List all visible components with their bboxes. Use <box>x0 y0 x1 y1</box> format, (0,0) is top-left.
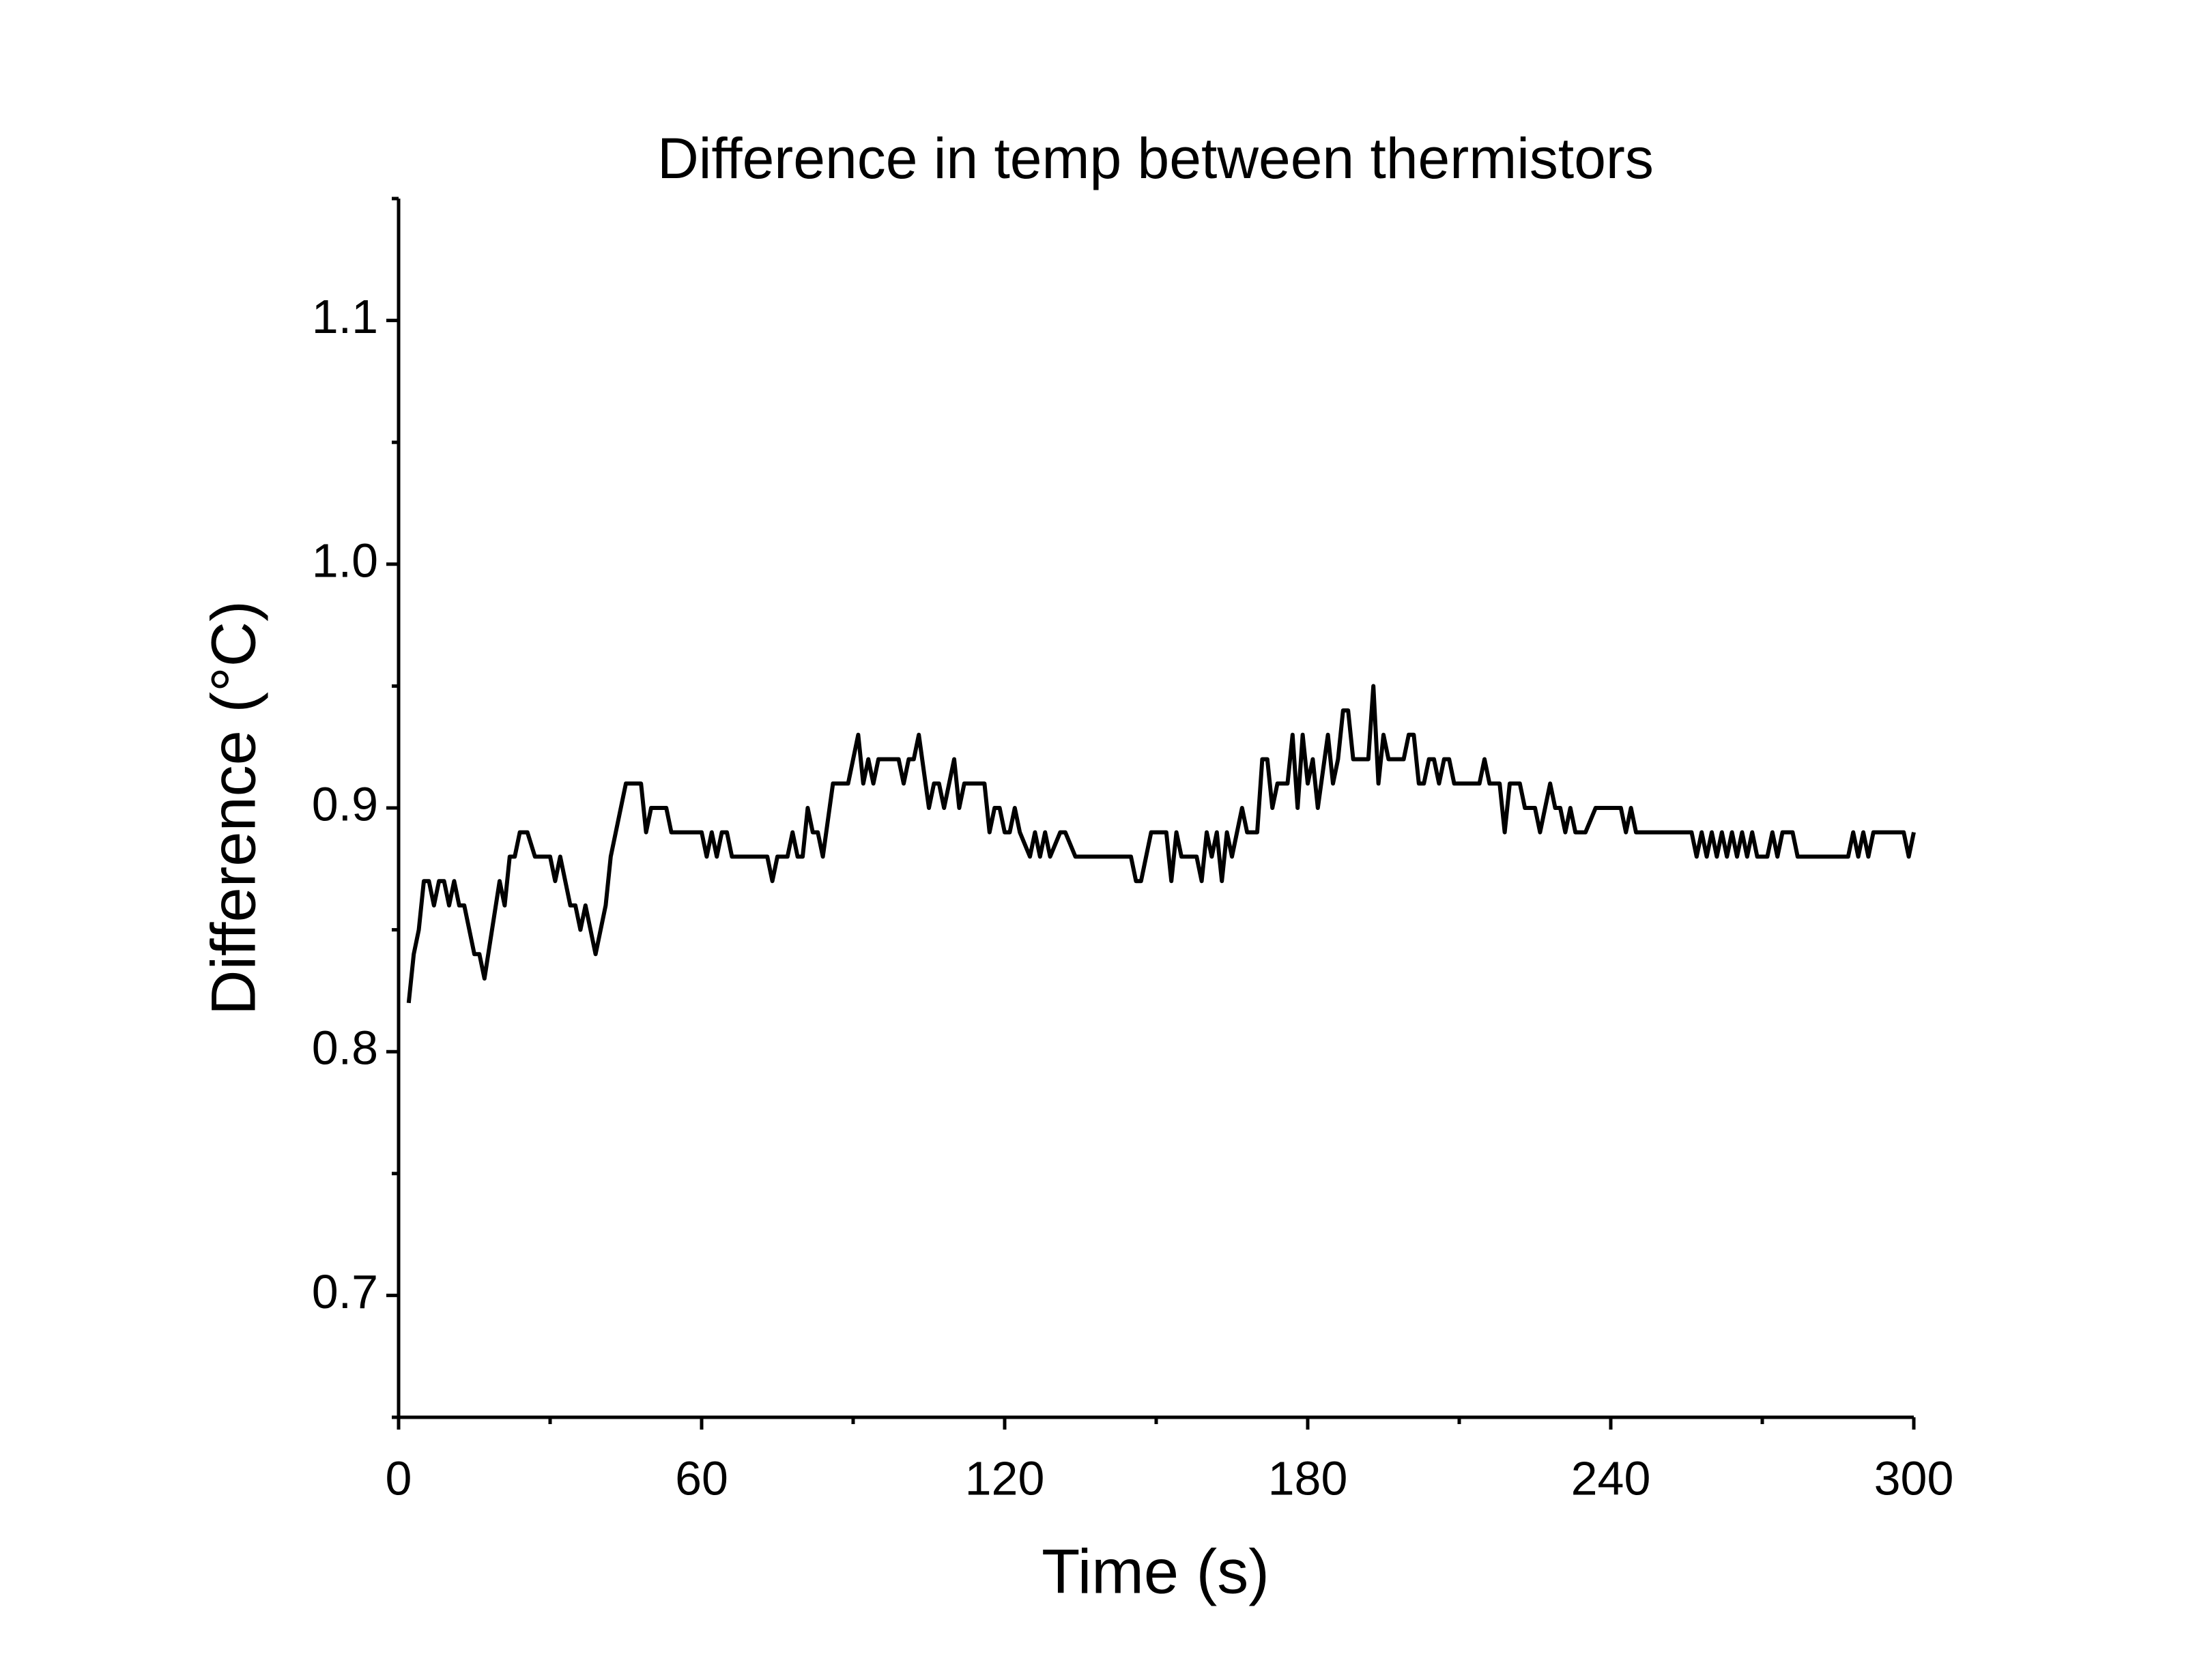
x-tick-label: 0 <box>386 1451 412 1505</box>
y-tick-label: 1.1 <box>312 290 378 343</box>
data-line <box>406 684 1916 1004</box>
y-tick-label: 1.0 <box>312 534 378 587</box>
y-tick-label: 0.8 <box>312 1022 378 1075</box>
x-axis-label: Time (s) <box>1042 1537 1269 1606</box>
chart-title: Difference in temp between thermistors <box>657 126 1654 190</box>
x-tick-label: 60 <box>675 1451 728 1505</box>
x-tick-label: 120 <box>965 1451 1045 1505</box>
y-tick-label: 0.7 <box>312 1265 378 1318</box>
y-axis-label: Difference (°C) <box>199 600 268 1015</box>
x-tick-label: 300 <box>1874 1451 1954 1505</box>
x-tick-label: 240 <box>1571 1451 1651 1505</box>
x-tick-label: 180 <box>1268 1451 1348 1505</box>
y-tick-label: 0.9 <box>312 777 378 830</box>
